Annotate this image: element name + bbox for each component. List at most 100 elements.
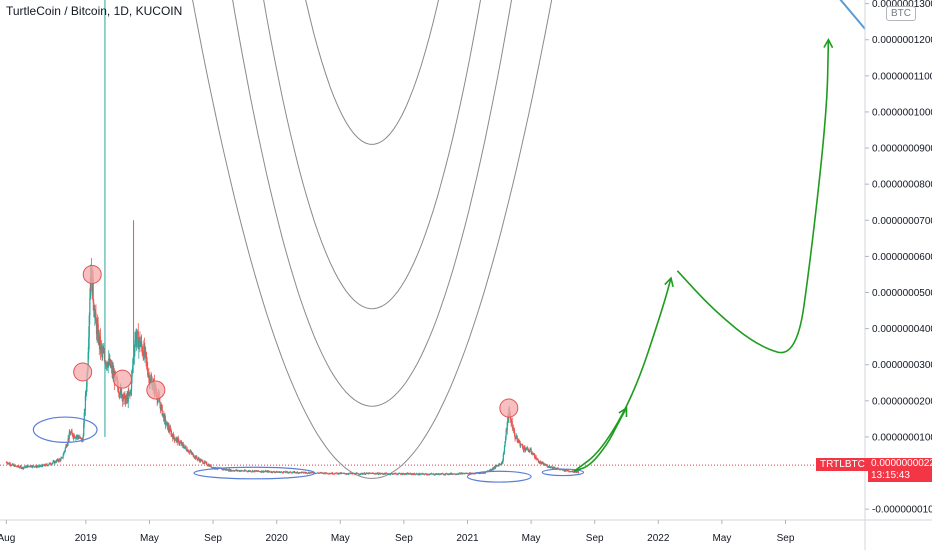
candle-body [174, 439, 177, 441]
candle-body [308, 472, 310, 474]
candle-body [35, 465, 38, 468]
candle-body [85, 392, 87, 396]
candle-body [405, 473, 408, 475]
candle-body [150, 378, 152, 380]
symbol-label: TRTLBTC [816, 458, 869, 471]
candle-body [118, 392, 120, 393]
candle-body [124, 393, 126, 404]
x-tick-label: May [331, 533, 350, 544]
candle-body [364, 474, 366, 475]
candle-body [159, 402, 161, 405]
candle-body [175, 438, 177, 441]
candle-body [347, 474, 349, 475]
chart-title: TurtleCoin / Bitcoin, 1D, KUCOIN [6, 4, 183, 18]
candle-body [110, 366, 112, 368]
x-tick-label: May [522, 533, 541, 544]
candle-body [335, 472, 337, 474]
peak-circle [499, 398, 519, 418]
candle-body [75, 436, 78, 438]
candle-body [389, 473, 391, 475]
candle-body [405, 473, 407, 475]
candle-body [132, 357, 134, 366]
candle-body [79, 436, 81, 438]
arc-curve [192, 0, 553, 479]
candle-body [511, 421, 513, 428]
candle-body [494, 465, 497, 468]
x-tick-label: Aug [0, 533, 15, 544]
candle-body [359, 474, 361, 476]
candle-body [444, 474, 446, 476]
candle-body [502, 454, 504, 461]
candle-body [119, 386, 122, 395]
candle-body [87, 352, 89, 370]
x-tick-label: May [140, 533, 159, 544]
candle-body [118, 392, 120, 396]
candle-body [49, 462, 51, 465]
candle-body [273, 471, 275, 473]
candle-body [145, 351, 147, 359]
candle-body [378, 473, 380, 475]
candle-body [122, 398, 124, 401]
candle-body [357, 473, 359, 474]
candle-body [50, 464, 53, 466]
currency-badge[interactable]: BTC [886, 6, 916, 21]
candle-body [136, 331, 138, 339]
candle-body [193, 456, 195, 458]
candle-body [425, 473, 428, 475]
candle-body [44, 465, 46, 467]
candle-body [207, 465, 209, 467]
candle-body [138, 341, 140, 349]
candle-body [532, 454, 534, 455]
candle-body [286, 471, 289, 473]
candle-body [20, 466, 22, 469]
support-ellipse [193, 466, 316, 480]
candle-body [139, 337, 141, 347]
candle-body [46, 464, 48, 465]
candle-body [89, 277, 91, 299]
candle-body [250, 470, 252, 472]
candle-body [447, 474, 449, 476]
candle-body [574, 471, 576, 473]
candle-body [234, 470, 236, 472]
candle-body [513, 427, 515, 431]
candle-body [12, 463, 14, 466]
candle-body [202, 460, 204, 464]
candle-body [93, 302, 95, 311]
bar-countdown: 13:15:43 [871, 470, 910, 481]
candle-body [433, 473, 435, 475]
candle-body [124, 399, 127, 404]
candle-body [206, 464, 208, 466]
arc-lines [192, 0, 553, 479]
candle-body [444, 473, 447, 475]
candlestick-series [5, 0, 580, 476]
x-tick-label: 2022 [647, 533, 670, 544]
candle-body [484, 471, 487, 474]
peak-circle [146, 380, 166, 400]
candle-body [215, 467, 217, 469]
y-tick-label: 0.0000000900 [872, 144, 932, 155]
candle-body [89, 298, 91, 316]
candle-body [165, 424, 167, 426]
candle-body [498, 464, 500, 467]
candle-body [61, 457, 64, 459]
candle-body [288, 472, 290, 474]
candle-body [71, 433, 74, 437]
candle-body [467, 473, 469, 474]
candle-body [16, 466, 18, 468]
candle-body [204, 461, 206, 463]
candle-body [403, 473, 405, 475]
candle-body [107, 362, 109, 368]
candle-body [112, 369, 114, 376]
candle-body [142, 352, 144, 354]
candle-body [70, 432, 72, 435]
candle-body [552, 466, 555, 468]
candle-body [436, 473, 438, 475]
candle-body [177, 438, 179, 443]
candle-body [84, 410, 86, 413]
annotations [32, 0, 866, 483]
candle-body [535, 456, 537, 459]
candle-body [164, 415, 166, 419]
candle-body [484, 472, 486, 474]
candle-body [71, 431, 73, 434]
